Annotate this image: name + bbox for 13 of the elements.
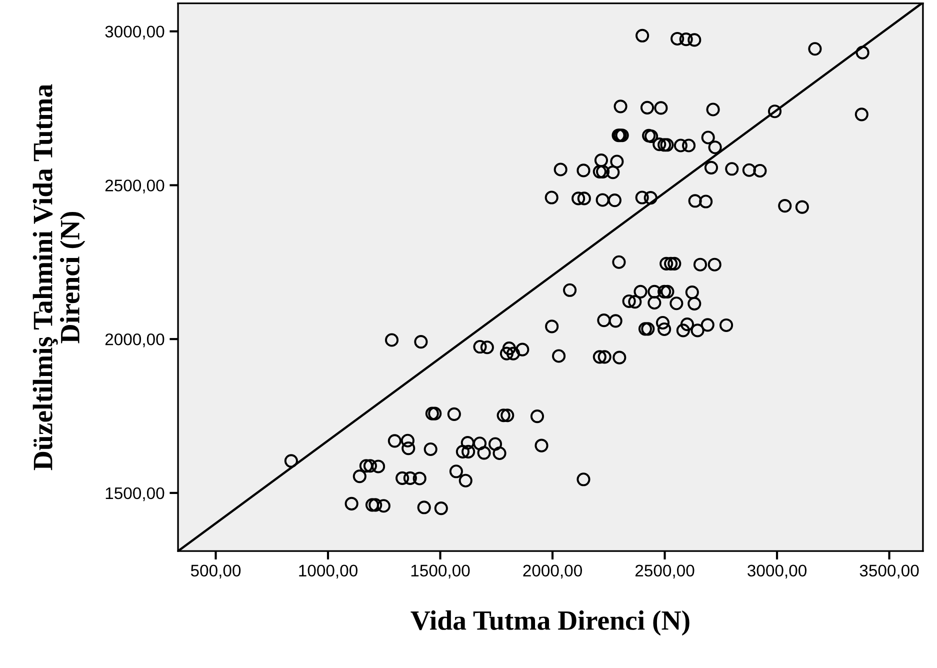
x-axis-title: Vida Tutma Direnci (N) bbox=[410, 610, 690, 636]
y-tick-label: 3000,00 bbox=[105, 26, 164, 40]
x-tick-label: 1500,00 bbox=[411, 564, 470, 579]
x-tick-label: 500,00 bbox=[190, 564, 241, 579]
y-tick-label: 2500,00 bbox=[105, 180, 164, 194]
y-tick-label: 2000,00 bbox=[105, 333, 164, 348]
x-tick-label: 3000,00 bbox=[748, 564, 806, 579]
x-tick-label: 2000,00 bbox=[523, 564, 582, 579]
y-tick-label: 1500,00 bbox=[106, 487, 164, 502]
x-tick-label: 3500,00 bbox=[860, 564, 919, 579]
x-tick-label: 2500,00 bbox=[635, 564, 694, 579]
x-tick-label: 1000,00 bbox=[299, 564, 358, 579]
y-axis-title: Düzeltilmiş Tahmini Vida Tutma Direnci (N) bbox=[32, 84, 86, 470]
